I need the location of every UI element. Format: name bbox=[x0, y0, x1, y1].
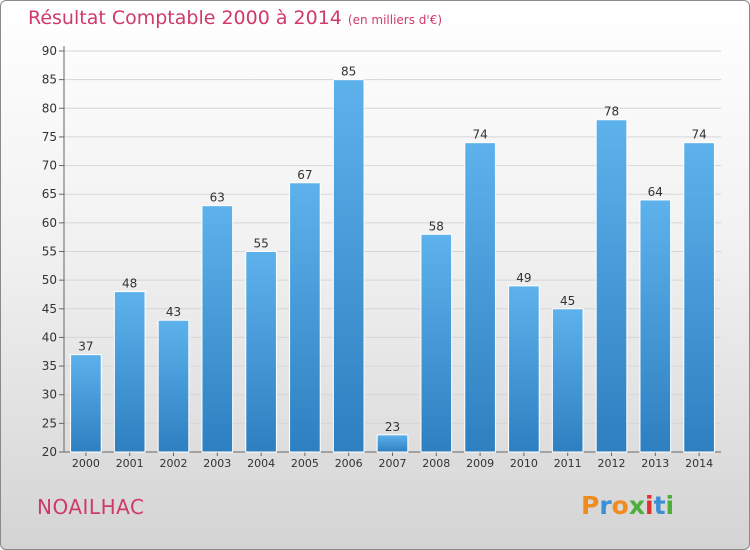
x-tick-label: 2006 bbox=[335, 457, 363, 470]
data-label: 85 bbox=[341, 65, 356, 79]
bar bbox=[157, 319, 190, 453]
logo-letter: i bbox=[665, 491, 675, 520]
data-label: 48 bbox=[122, 277, 137, 291]
data-label: 67 bbox=[297, 168, 312, 182]
logo-letter: r bbox=[599, 491, 612, 520]
bar bbox=[464, 142, 496, 453]
bar bbox=[508, 285, 540, 453]
y-tick-label: 55 bbox=[42, 245, 57, 259]
y-tick-label: 40 bbox=[42, 330, 57, 344]
y-tick-label: 45 bbox=[42, 302, 57, 316]
logo-letter: o bbox=[611, 491, 629, 520]
x-tick-label: 2000 bbox=[72, 457, 100, 470]
y-tick-label: 90 bbox=[42, 44, 57, 58]
region-name: NOAILHAC bbox=[37, 495, 145, 519]
chart-title-text: Résultat Comptable 2000 à 2014 bbox=[28, 7, 342, 29]
data-label: 37 bbox=[78, 340, 93, 354]
x-tick-label: 2012 bbox=[598, 457, 626, 470]
y-tick-label: 50 bbox=[42, 273, 57, 287]
data-label: 23 bbox=[385, 420, 400, 434]
y-tick-label: 70 bbox=[42, 159, 57, 173]
x-tick-label: 2002 bbox=[160, 457, 188, 470]
y-tick-label: 80 bbox=[42, 101, 57, 115]
bar bbox=[376, 434, 409, 453]
y-tick-label: 35 bbox=[42, 359, 57, 373]
chart-title: Résultat Comptable 2000 à 2014 (en millie… bbox=[28, 7, 442, 29]
data-label: 78 bbox=[604, 105, 619, 119]
x-tick-label: 2010 bbox=[510, 457, 538, 470]
x-tick-label: 2003 bbox=[203, 457, 231, 470]
x-tick-label: 2009 bbox=[466, 457, 494, 470]
data-label: 45 bbox=[560, 294, 575, 308]
bar bbox=[420, 233, 453, 453]
data-label: 43 bbox=[166, 305, 181, 319]
bar bbox=[332, 79, 365, 453]
y-tick-label: 20 bbox=[42, 445, 57, 459]
x-tick-label: 2001 bbox=[116, 457, 144, 470]
bar bbox=[201, 205, 234, 453]
logo-letter: t bbox=[653, 491, 666, 520]
data-label: 49 bbox=[516, 271, 531, 285]
bar bbox=[551, 308, 584, 453]
y-tick-label: 30 bbox=[42, 388, 57, 402]
x-tick-label: 2007 bbox=[379, 457, 407, 470]
data-label: 55 bbox=[253, 237, 268, 251]
bar bbox=[245, 251, 277, 453]
x-tick-label: 2014 bbox=[685, 457, 713, 470]
x-tick-label: 2011 bbox=[554, 457, 582, 470]
y-tick-label: 65 bbox=[42, 187, 57, 201]
bar bbox=[683, 142, 715, 453]
bar bbox=[70, 354, 102, 453]
bar bbox=[289, 182, 321, 453]
y-tick-label: 75 bbox=[42, 130, 57, 144]
bars bbox=[70, 79, 715, 453]
x-tick-label: 2004 bbox=[247, 457, 275, 470]
y-tick-label: 85 bbox=[42, 73, 57, 87]
bar bbox=[595, 119, 628, 453]
data-label: 58 bbox=[429, 219, 444, 233]
bar bbox=[113, 291, 146, 453]
x-tick-label: 2008 bbox=[422, 457, 450, 470]
x-tick-label: 2013 bbox=[641, 457, 669, 470]
y-tick-labels: 20 25 30 35 40 45 50 55 60 65 70 75 80 85 90 bbox=[42, 44, 57, 459]
logo-letter: P bbox=[581, 491, 600, 520]
y-tick-label: 60 bbox=[42, 216, 57, 230]
data-labels: 37 48 43 63 55 67 85 23 58 74 49 45 78 64 74 bbox=[78, 65, 706, 434]
y-tick-label: 25 bbox=[42, 416, 57, 430]
bar bbox=[639, 199, 672, 453]
data-label: 64 bbox=[648, 185, 663, 199]
chart-subtitle: (en milliers d'€) bbox=[347, 13, 443, 27]
data-label: 74 bbox=[472, 128, 487, 142]
x-tick-labels: 2000 2001 2002 2003 2004 2005 2006 2007 2008 2009… bbox=[72, 457, 713, 470]
logo-letter: i bbox=[645, 491, 654, 520]
logo-letter: x bbox=[628, 491, 645, 520]
proxiti-logo: Proxiti bbox=[581, 491, 674, 520]
data-label: 74 bbox=[691, 128, 706, 142]
data-label: 63 bbox=[210, 191, 225, 205]
x-tick-label: 2005 bbox=[291, 457, 319, 470]
